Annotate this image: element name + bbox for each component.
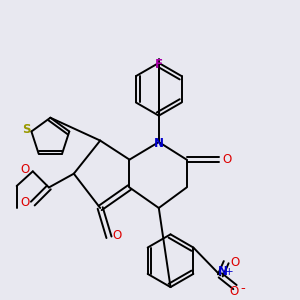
Text: O: O — [230, 256, 240, 269]
Text: N: N — [154, 137, 164, 150]
Text: N: N — [218, 266, 228, 278]
Text: -: - — [240, 282, 245, 295]
Text: O: O — [20, 164, 29, 176]
Text: O: O — [229, 285, 238, 298]
Text: O: O — [112, 229, 122, 242]
Text: +: + — [225, 267, 233, 277]
Text: F: F — [155, 58, 163, 71]
Text: S: S — [22, 123, 30, 136]
Text: O: O — [222, 153, 232, 166]
Text: O: O — [20, 196, 29, 208]
